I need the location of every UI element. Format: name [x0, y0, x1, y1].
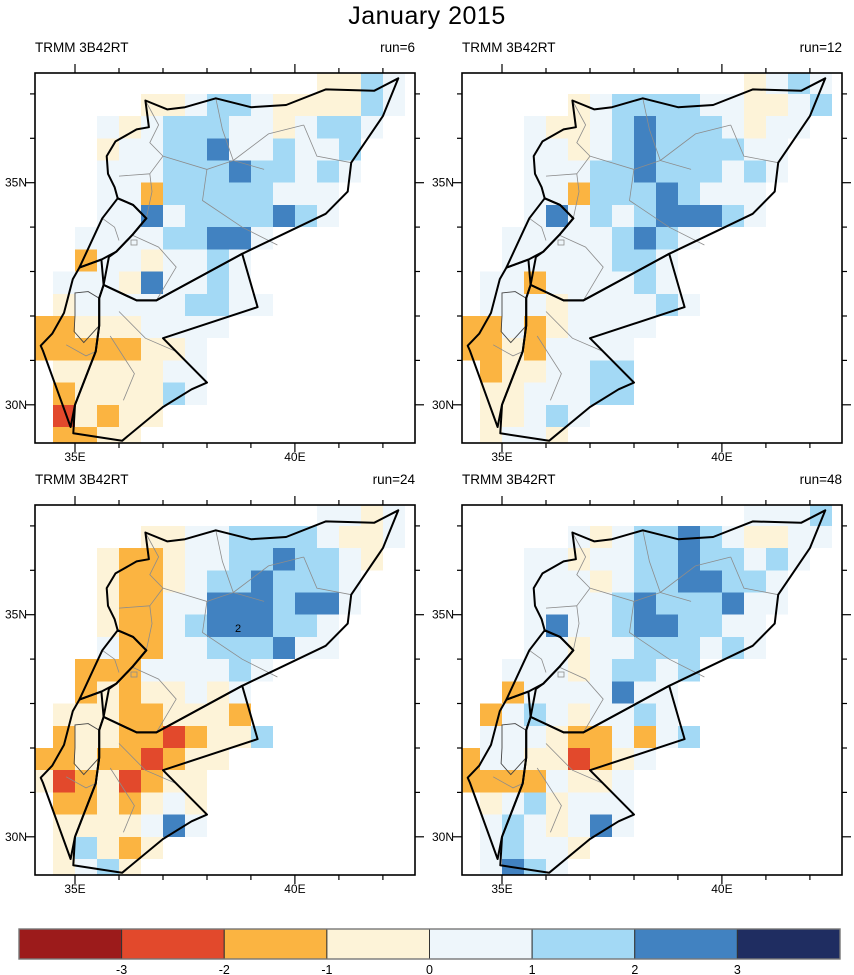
colorbar-tick-label: -1 — [321, 963, 332, 975]
dataset-label: TRMM 3B42RT — [35, 472, 129, 487]
anomaly-grid-cells — [35, 505, 405, 875]
contour-label: 2 — [235, 623, 241, 635]
panel-header-run12: TRMM 3B42RT run=12 — [462, 40, 842, 56]
y-tick-label: 30N — [432, 398, 454, 412]
axis-ticks — [453, 496, 851, 884]
x-tick-label: 35E — [491, 882, 512, 896]
map-frame — [461, 72, 843, 444]
axis-ticks — [26, 496, 424, 884]
map-panel-run48: 35E 40E 35N 30N — [432, 496, 851, 896]
dataset-label: TRMM 3B42RT — [35, 40, 129, 55]
map-panel-run24: 35E 40E 35N 30N 2 — [5, 496, 424, 896]
colorbar: -3 -2 -1 0 1 2 3 — [18, 928, 841, 975]
y-tick-label: 35N — [432, 176, 454, 190]
map-frame — [461, 504, 843, 876]
y-tick-label: 30N — [5, 398, 27, 412]
panel-header-run6: TRMM 3B42RT run=6 — [35, 40, 415, 56]
map-frame — [34, 72, 416, 444]
colorbar-tick-label: 0 — [426, 963, 433, 975]
colorbar-tick-label: -3 — [116, 963, 127, 975]
colorbar-tick-label: 3 — [734, 963, 741, 975]
panel-header-run48: TRMM 3B42RT run=48 — [462, 472, 842, 488]
colorbar-segments — [18, 928, 841, 960]
y-tick-label: 30N — [5, 830, 27, 844]
colorbar-tick-label: 2 — [631, 963, 638, 975]
x-tick-label: 40E — [284, 882, 305, 896]
run-label: run=6 — [380, 40, 415, 55]
y-tick-label: 35N — [5, 608, 27, 622]
run-label: run=24 — [372, 472, 415, 487]
x-tick-label: 40E — [711, 882, 732, 896]
axis-ticks — [453, 64, 851, 452]
x-tick-label: 35E — [64, 450, 85, 464]
figure-title: January 2015 — [348, 2, 506, 30]
x-tick-label: 35E — [491, 450, 512, 464]
dataset-label: TRMM 3B42RT — [462, 472, 556, 487]
map-panel-run12: 35E 40E 35N 30N — [432, 64, 851, 464]
anomaly-grid-cells — [462, 505, 832, 875]
panel-header-run24: TRMM 3B42RT run=24 — [35, 472, 415, 488]
x-tick-label: 35E — [64, 882, 85, 896]
y-tick-label: 30N — [432, 830, 454, 844]
axis-ticks — [26, 64, 424, 452]
x-tick-label: 40E — [284, 450, 305, 464]
colorbar-tick-label: -2 — [219, 963, 230, 975]
y-tick-label: 35N — [432, 608, 454, 622]
map-frame — [34, 504, 416, 876]
anomaly-grid-cells — [35, 73, 405, 443]
dataset-label: TRMM 3B42RT — [462, 40, 556, 55]
anomaly-grid-cells — [462, 73, 832, 443]
run-label: run=48 — [799, 472, 842, 487]
x-tick-label: 40E — [711, 450, 732, 464]
run-label: run=12 — [799, 40, 842, 55]
colorbar-tick-label: 1 — [529, 963, 536, 975]
map-panel-run6: 35E 40E 35N 30N — [5, 64, 424, 464]
y-tick-label: 35N — [5, 176, 27, 190]
